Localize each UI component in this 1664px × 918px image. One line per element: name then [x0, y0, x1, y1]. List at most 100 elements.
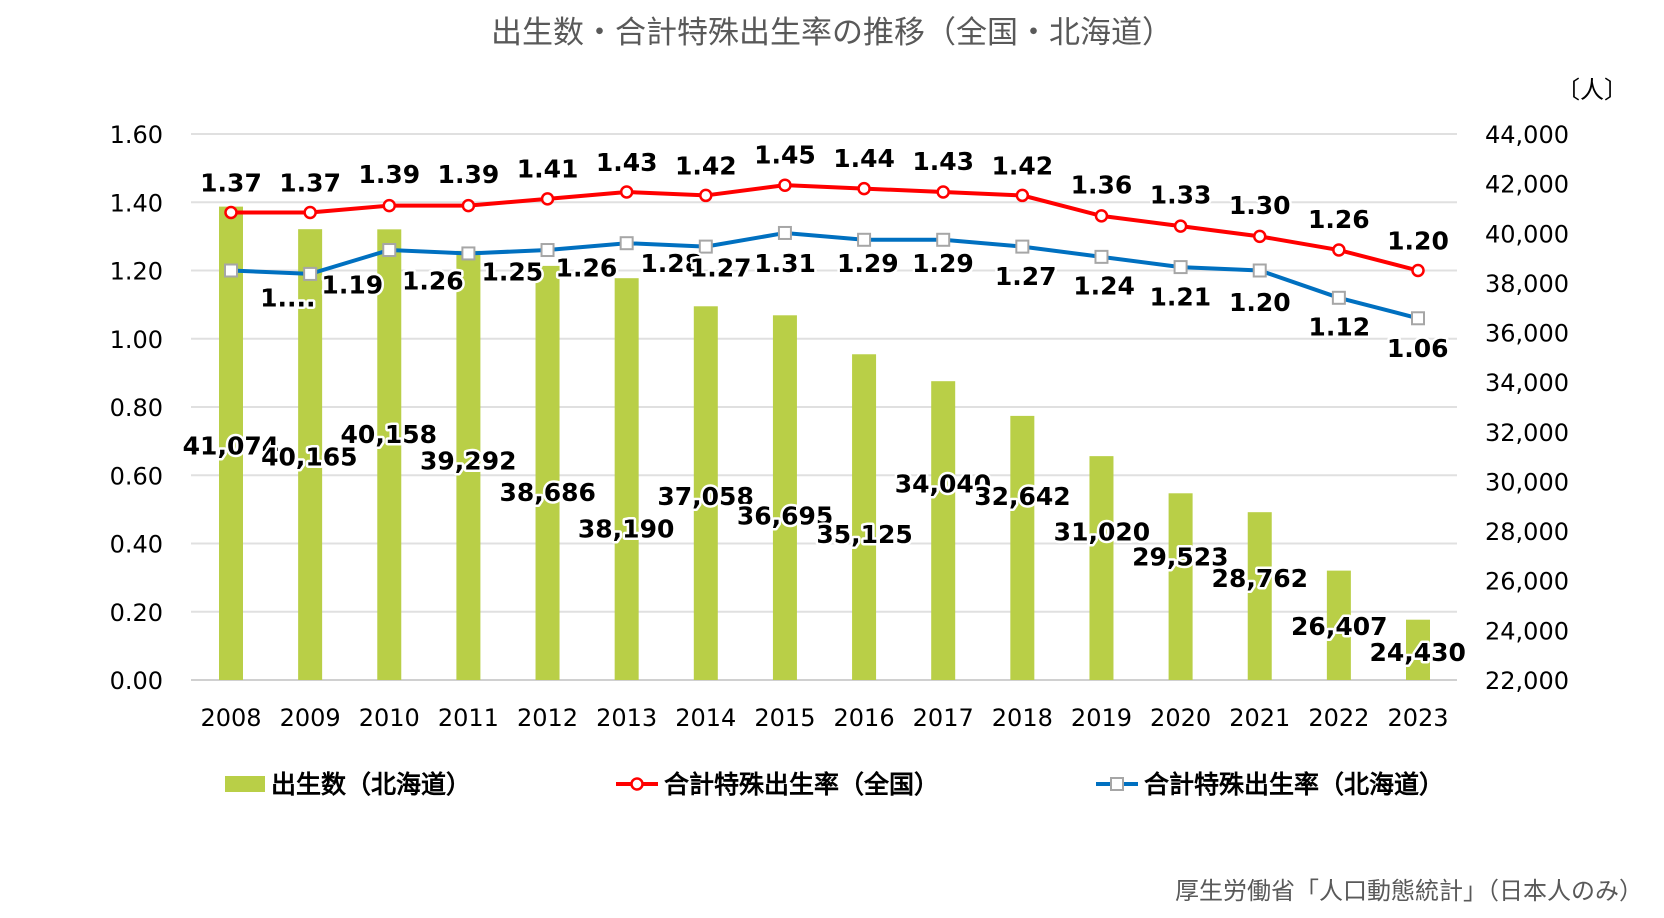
- data-label-birth: 29,523: [1132, 542, 1228, 571]
- bar-birth-2008: [219, 206, 243, 681]
- data-label-birth: 39,292: [420, 447, 516, 476]
- data-label-national: 1.37: [200, 169, 262, 198]
- marker-hokkaido: [224, 263, 238, 278]
- left-tick-label: 0.20: [110, 599, 163, 627]
- marker-hokkaido: [382, 243, 397, 258]
- bar-birth-2015: [772, 315, 797, 680]
- legend-swatch-birth: [225, 776, 265, 792]
- right-tick-label: 28,000: [1485, 518, 1569, 546]
- marker-hokkaido: [1015, 239, 1030, 254]
- bar-birth-2014: [693, 306, 718, 680]
- legend-label-hokkaido: 合計特殊出生率（北海道）: [1144, 770, 1444, 799]
- right-tick-label: 44,000: [1485, 121, 1569, 149]
- line-hokkaido: [230, 230, 1419, 321]
- data-label-birth: 31,020: [1054, 518, 1150, 547]
- x-tick-label: 2009: [280, 704, 341, 732]
- data-label-national: 1.33: [1150, 180, 1212, 209]
- marker-hokkaido: [540, 243, 555, 258]
- marker-national: [461, 198, 476, 213]
- data-label-national: 1.41: [517, 155, 579, 184]
- legend-marker-national: [630, 777, 644, 791]
- bar-birth-2016: [852, 354, 877, 680]
- data-label-national: 1.39: [358, 160, 420, 189]
- data-label-national: 1.43: [596, 148, 658, 177]
- right-tick-label: 22,000: [1485, 667, 1569, 695]
- data-label-birth: 38,190: [578, 514, 674, 543]
- legend-marker-hokkaido: [1110, 777, 1124, 791]
- x-tick-label: 2023: [1387, 704, 1448, 732]
- chart-title: 出生数・合計特殊出生率の推移（全国・北海道）: [491, 15, 1173, 51]
- data-label-birth: 41,074: [183, 432, 279, 461]
- right-tick-label: 34,000: [1485, 369, 1569, 397]
- right-tick-label: 26,000: [1485, 568, 1569, 596]
- marker-hokkaido: [619, 236, 634, 251]
- data-label-hokkaido: 1.21: [1149, 282, 1211, 311]
- marker-national: [1015, 188, 1030, 203]
- bar-birth-2013: [614, 278, 639, 680]
- right-axis-unit: 〔人〕: [1556, 76, 1628, 104]
- marker-national: [540, 192, 555, 206]
- left-tick-label: 0.40: [110, 531, 163, 559]
- bar-birth-2010: [377, 229, 402, 681]
- data-label-hokkaido: 1.26: [402, 266, 464, 295]
- bar-birth-2012: [535, 265, 560, 680]
- data-label-hokkaido: 1.29: [912, 249, 974, 278]
- x-tick-label: 2014: [675, 704, 736, 732]
- x-tick-label: 2019: [1071, 704, 1132, 732]
- data-label-national: 1.36: [1071, 171, 1133, 200]
- data-label-national: 1.42: [991, 151, 1053, 180]
- data-label-national: 1.30: [1229, 191, 1291, 220]
- marker-national: [382, 198, 397, 213]
- data-label-hokkaido: 1.27: [995, 262, 1057, 291]
- line-national: [231, 183, 1419, 273]
- data-label-birth: 24,430: [1369, 638, 1465, 667]
- left-tick-label: 1.60: [110, 121, 163, 149]
- x-tick-label: 2017: [913, 704, 974, 732]
- bar-birth-2021: [1247, 512, 1272, 680]
- data-label-birth: 34,040: [895, 469, 991, 498]
- marker-hokkaido: [857, 232, 872, 247]
- x-tick-label: 2011: [438, 704, 499, 732]
- right-tick-label: 40,000: [1485, 220, 1569, 248]
- bar-birth-2018: [1010, 415, 1035, 680]
- x-tick-label: 2021: [1229, 704, 1290, 732]
- data-label-hokkaido: 1.28: [640, 249, 702, 278]
- marker-national: [699, 188, 713, 203]
- data-label-national: 1.42: [675, 151, 737, 180]
- marker-hokkaido: [936, 232, 951, 247]
- data-label-hokkaido: 1.19: [321, 271, 383, 300]
- marker-national: [778, 178, 792, 192]
- bar-birth-2017: [931, 381, 956, 680]
- right-tick-label: 42,000: [1485, 171, 1569, 199]
- data-label-birth: 28,762: [1212, 564, 1308, 593]
- data-label-national: 1.45: [754, 141, 816, 170]
- bar-birth-2020: [1168, 493, 1193, 680]
- left-tick-label: 0.80: [110, 394, 163, 422]
- marker-national: [1332, 243, 1346, 257]
- marker-hokkaido: [777, 225, 792, 240]
- data-label-birth: 40,165: [261, 442, 357, 471]
- bar-birth-2019: [1089, 456, 1114, 680]
- marker-hokkaido: [1252, 263, 1267, 278]
- marker-hokkaido: [1094, 249, 1109, 264]
- bar-birth-2023: [1406, 619, 1430, 680]
- x-tick-label: 2020: [1150, 704, 1211, 732]
- data-label-national: 1.20: [1387, 227, 1449, 256]
- marker-hokkaido: [303, 266, 318, 281]
- x-tick-label: 2008: [200, 704, 261, 732]
- data-label-hokkaido: 1.25: [481, 258, 543, 287]
- data-label-national: 1.39: [438, 160, 500, 189]
- x-tick-label: 2022: [1308, 704, 1369, 732]
- data-label-hokkaido: 1.12: [1308, 312, 1370, 341]
- data-label-birth: 36,695: [737, 502, 833, 531]
- x-tick-label: 2016: [834, 704, 895, 732]
- left-tick-label: 1.20: [110, 258, 163, 286]
- left-tick-label: 1.40: [110, 189, 163, 217]
- data-label-hokkaido: 1.31: [754, 249, 816, 278]
- data-label-national: 1.37: [279, 169, 341, 198]
- right-tick-label: 36,000: [1485, 320, 1569, 348]
- data-label-birth: 26,407: [1291, 612, 1387, 641]
- data-label-hokkaido: 1....: [260, 283, 315, 312]
- bar-birth-2011: [456, 250, 481, 680]
- data-label-birth: 40,158: [341, 420, 437, 449]
